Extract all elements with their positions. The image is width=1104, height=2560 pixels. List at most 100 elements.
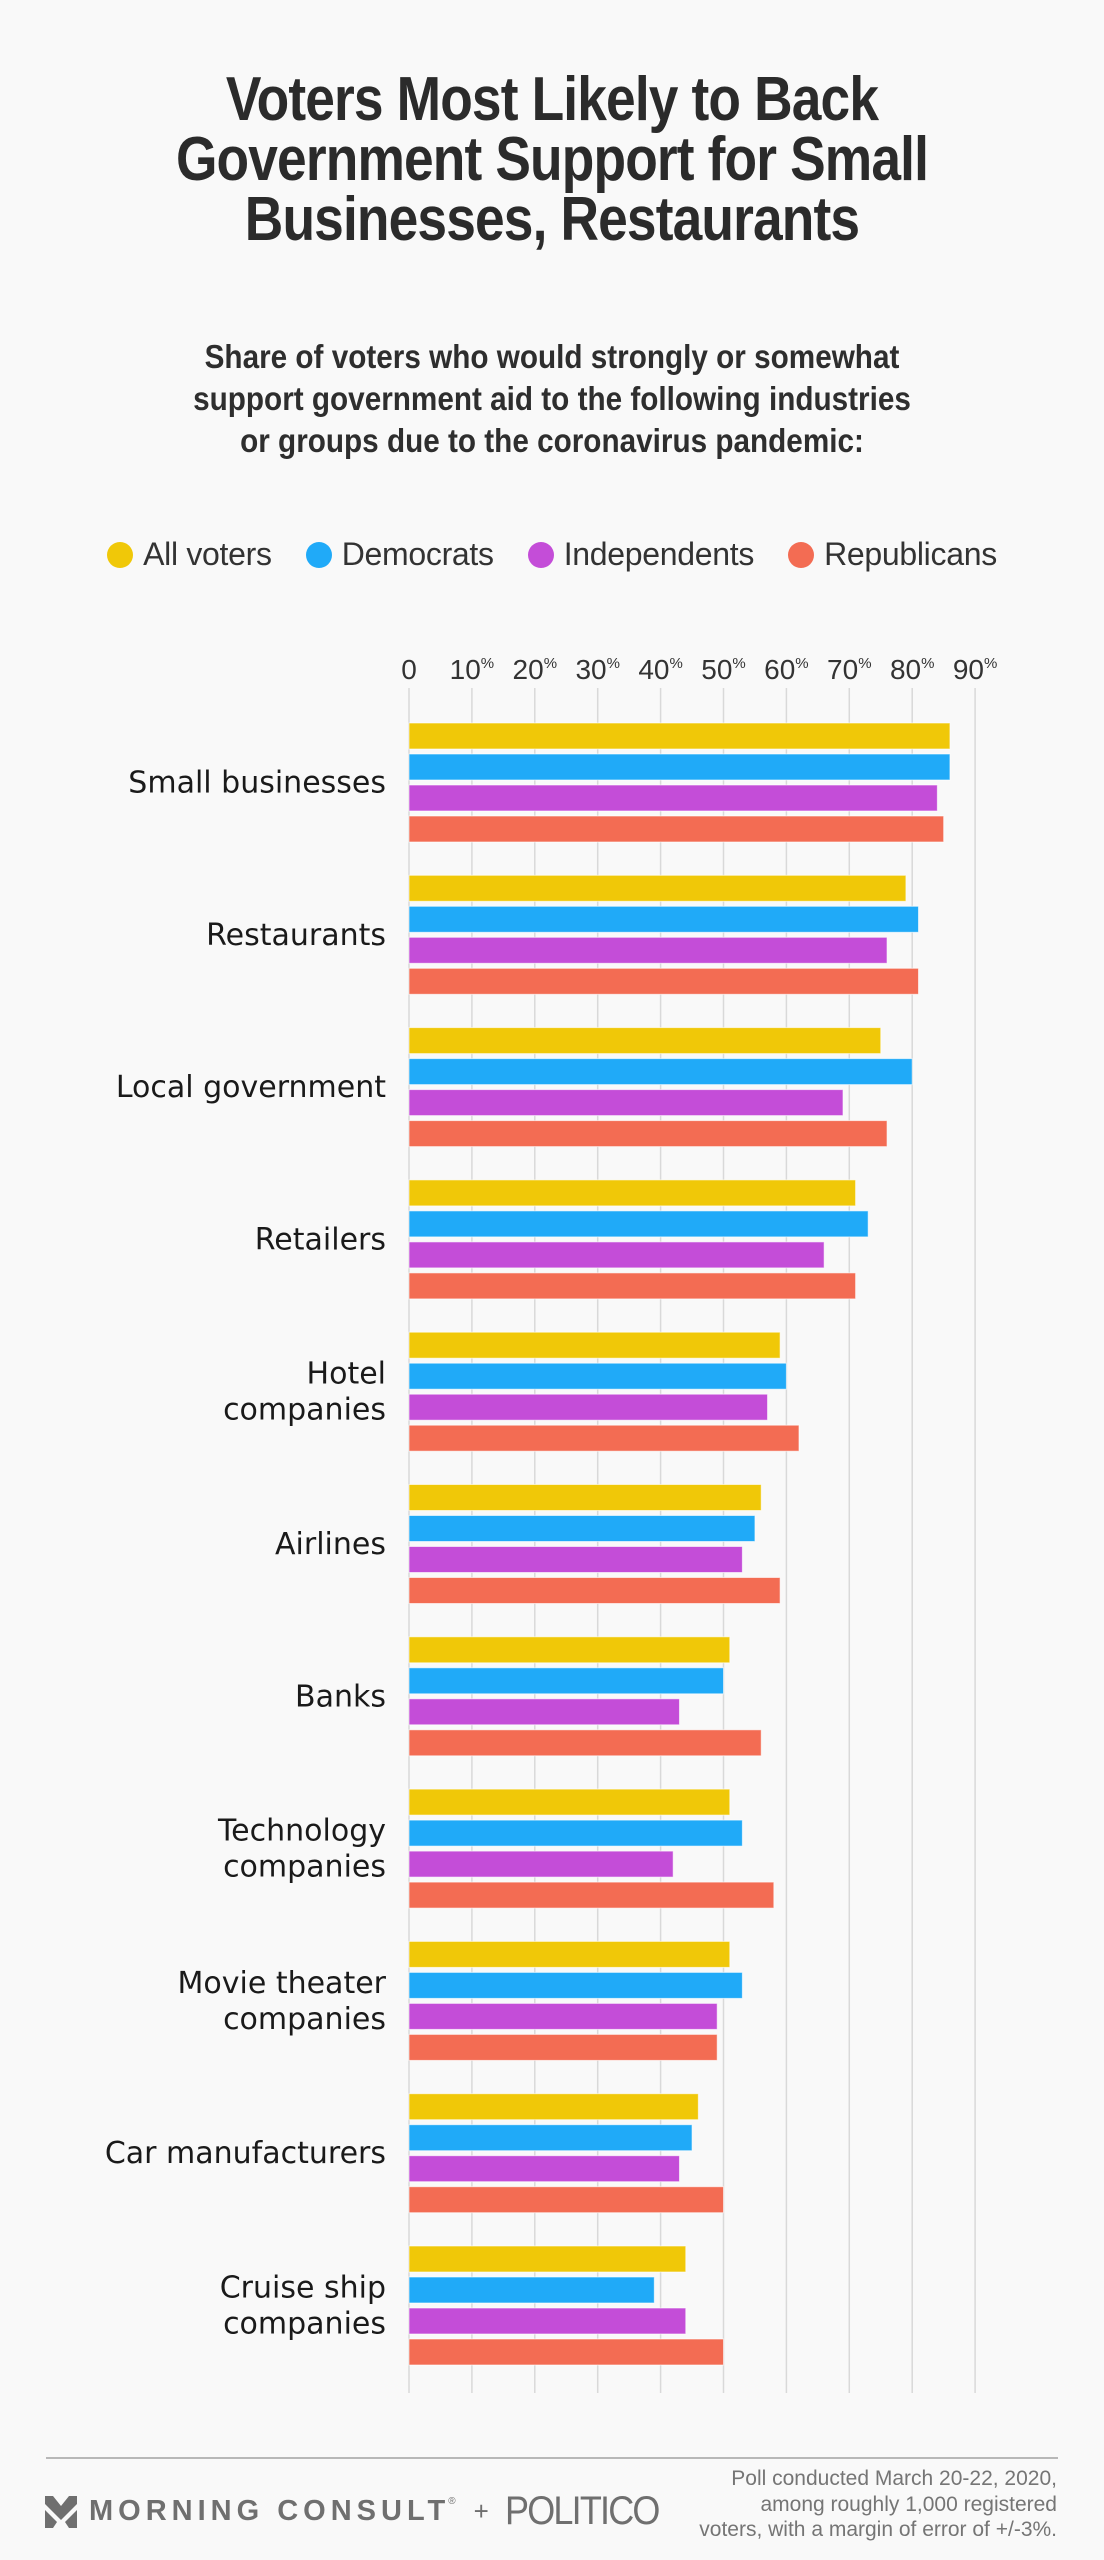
bar-democrats (408, 1971, 743, 1999)
category-group (408, 2245, 724, 2366)
category-group (408, 1179, 869, 1300)
bar-independents (408, 2002, 718, 2030)
category-group (408, 1027, 913, 1148)
tick-percent-sign: % (921, 655, 934, 672)
tick-number: 70 (827, 654, 858, 685)
methodology-note: Poll conducted March 20-22, 2020, among … (637, 2466, 1057, 2543)
bar-all-voters (408, 874, 907, 902)
category-label: Cruise ship companies (220, 2271, 386, 2342)
category-group (408, 722, 951, 843)
morning-consult-logo-icon (45, 2495, 77, 2528)
category-label: Hotel companies (223, 1357, 386, 1428)
note-line: among roughly 1,000 registered (760, 2492, 1057, 2516)
category-group (408, 2093, 724, 2214)
bar-all-voters (408, 1484, 762, 1511)
bar-independents (408, 1089, 844, 1117)
x-tick-label: 60% (764, 654, 809, 685)
category-label-line: Technology (217, 1814, 386, 1849)
x-tick-label: 70% (827, 654, 872, 685)
legend-dot-icon (305, 541, 332, 568)
category-labels: Small businesses Restaurants Local governm… (105, 766, 387, 2342)
chart-subtitle: Share of voters who would strongly or so… (0, 336, 1104, 462)
bar-all-voters (408, 1179, 857, 1207)
category-label: Retailers (255, 1222, 386, 1257)
bar-democrats (408, 905, 919, 933)
bar-independents (408, 1546, 743, 1573)
chart-title: Voters Most Likely to Back Government Su… (0, 69, 1104, 254)
bar-republicans (408, 2186, 724, 2214)
bar-democrats (408, 1515, 756, 1542)
category-label: Local government (116, 1070, 386, 1105)
x-tick-label: 80% (890, 654, 935, 685)
legend-label: Independents (563, 536, 755, 572)
legend-dot-icon (527, 541, 554, 568)
bar-republicans (408, 2338, 724, 2366)
category-label-line: companies (223, 1393, 386, 1428)
x-tick-label: 10% (450, 654, 495, 685)
legend-item-independents: Independents (527, 536, 755, 573)
tick-number: 20 (513, 654, 544, 685)
legend-item-democrats: Democrats (305, 536, 494, 573)
category-label: Technology companies (217, 1814, 386, 1885)
tick-percent-sign: % (795, 655, 808, 672)
category-group (408, 874, 919, 995)
tick-percent-sign: % (984, 655, 997, 672)
legend-label: Democrats (341, 536, 494, 572)
category-label-line: Retailers (255, 1222, 386, 1257)
plus-sign: + (473, 2496, 489, 2526)
bar-democrats (408, 1362, 787, 1390)
x-tick-label: 50% (701, 654, 746, 685)
category-label: Banks (295, 1679, 386, 1714)
category-label-line: Banks (295, 1679, 386, 1714)
bar-all-voters (408, 722, 951, 750)
legend-label: All voters (143, 536, 272, 572)
category-label-line: Movie theater (178, 1966, 387, 2001)
bar-independents (408, 784, 938, 812)
bar-democrats (408, 753, 951, 781)
tick-number: 0 (401, 654, 417, 685)
bar-all-voters (408, 2245, 687, 2273)
category-label-line: companies (223, 2002, 386, 2037)
category-label: Car manufacturers (105, 2136, 386, 2171)
category-group (408, 1331, 800, 1452)
registered-mark: ® (448, 2496, 456, 2507)
note-line: voters, with a margin of error of +/-3%. (699, 2518, 1057, 2541)
category-label: Small businesses (128, 766, 386, 801)
tick-percent-sign: % (607, 655, 620, 672)
bars (408, 722, 951, 2366)
politico-wordmark: POLITICO (504, 2489, 660, 2533)
bar-republicans (408, 1729, 762, 1757)
brand-logos: MORNING CONSULT ® + POLITICO (45, 2489, 676, 2534)
bar-republicans (408, 1881, 775, 1909)
bar-republicans (408, 1577, 781, 1604)
subtitle-line: Share of voters who would strongly or so… (204, 338, 900, 375)
title-line: Businesses, Restaurants (244, 185, 860, 254)
category-label-line: Hotel (307, 1357, 386, 1392)
legend-dot-icon (788, 541, 815, 568)
category-label-line: Small businesses (128, 766, 386, 801)
tick-number: 40 (638, 654, 669, 685)
bar-republicans (408, 1424, 800, 1452)
legend-item-all-voters: All voters (107, 536, 272, 573)
tick-percent-sign: % (732, 655, 745, 672)
bar-chart: 0 10% 20% 30% 40% 50% 60% 70% 80% 90% Small busin… (105, 654, 997, 2393)
tick-number: 60 (764, 654, 795, 685)
title-line: Government Support for Small (175, 125, 929, 194)
bar-independents (408, 2307, 687, 2335)
category-label: Restaurants (206, 918, 386, 953)
x-tick-label: 90% (953, 654, 998, 685)
x-axis-ticks: 0 10% 20% 30% 40% 50% 60% 70% 80% 90% (401, 654, 997, 685)
bar-all-voters (408, 1940, 731, 1968)
bar-independents (408, 1698, 680, 1726)
category-group (408, 1788, 775, 1909)
tick-percent-sign: % (670, 655, 683, 672)
x-tick-label: 20% (513, 654, 558, 685)
bar-democrats (408, 1210, 869, 1238)
bar-all-voters (408, 1788, 731, 1816)
category-label-line: Airlines (275, 1527, 386, 1562)
bar-republicans (408, 815, 945, 843)
legend-dot-icon (107, 541, 134, 568)
bar-republicans (408, 2033, 718, 2061)
bar-independents (408, 1393, 769, 1421)
note-line: Poll conducted March 20-22, 2020, (731, 2467, 1057, 2490)
